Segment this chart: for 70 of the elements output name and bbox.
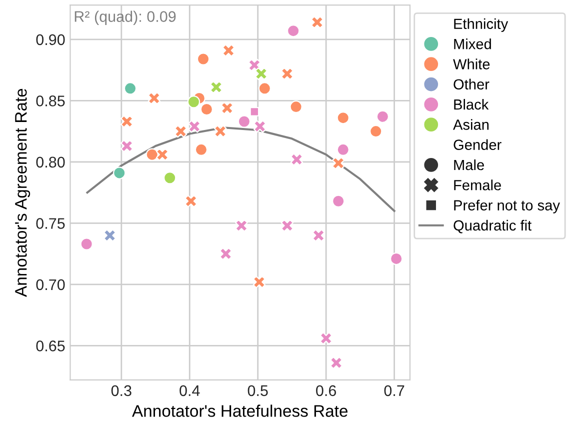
point <box>112 166 126 180</box>
point <box>390 252 403 266</box>
point <box>120 140 134 152</box>
point <box>174 124 188 138</box>
annotation: R² (quad): 0.09 <box>74 10 176 25</box>
point <box>290 153 304 166</box>
point <box>330 356 343 370</box>
point <box>222 44 235 57</box>
point <box>238 115 251 128</box>
point <box>252 276 266 288</box>
point <box>376 110 390 123</box>
legend-label: Other <box>454 78 490 90</box>
point <box>280 67 294 80</box>
point <box>320 332 332 345</box>
point <box>248 58 261 72</box>
y-tick-label: 0.70 <box>36 279 65 290</box>
point <box>286 24 300 38</box>
point <box>214 124 227 138</box>
x-tick-label: 0.3 <box>111 385 132 396</box>
point <box>146 148 158 161</box>
point <box>280 219 294 232</box>
point <box>336 143 350 156</box>
point <box>370 124 382 138</box>
point <box>148 92 161 105</box>
legend-label: Asian <box>453 119 489 130</box>
point <box>196 52 210 66</box>
y-tick-label: 0.80 <box>36 156 65 168</box>
point <box>312 229 325 242</box>
point <box>290 100 302 114</box>
y-tick-label: 0.75 <box>36 218 65 229</box>
point <box>220 102 234 114</box>
legend-label: Black <box>454 98 489 110</box>
point <box>184 194 198 208</box>
point <box>254 67 268 80</box>
point <box>332 156 345 170</box>
point <box>254 120 266 133</box>
point <box>200 102 214 116</box>
legend-title: Ethnicity <box>454 18 508 32</box>
point <box>187 96 200 108</box>
x-axis-title: Annotator's Hatefulness Rate <box>132 404 348 417</box>
x-tick-label: 0.4 <box>180 385 200 396</box>
y-tick-label: 0.85 <box>36 96 65 106</box>
y-axis-title: Annotator's Agreement Rate <box>15 88 30 297</box>
point <box>188 120 201 133</box>
point <box>80 238 93 250</box>
legend-label: Male <box>454 159 484 170</box>
y-tick-label: 0.90 <box>36 34 65 46</box>
x-tick-label: 0.7 <box>384 385 404 396</box>
point <box>120 115 134 128</box>
point <box>156 148 169 161</box>
point <box>219 247 232 260</box>
point <box>163 171 176 184</box>
point <box>194 143 208 156</box>
y-tick-label: 0.65 <box>36 340 65 352</box>
legend-label: Female <box>454 180 501 190</box>
x-tick-label: 0.5 <box>248 385 268 396</box>
point <box>124 82 137 95</box>
point <box>336 111 350 124</box>
legend-label: Mixed <box>454 38 491 50</box>
point <box>103 229 116 242</box>
point <box>250 107 260 116</box>
point <box>258 82 272 95</box>
point <box>332 194 345 208</box>
x-tick-label: 0.6 <box>316 385 336 396</box>
text: Gender <box>454 139 502 150</box>
point <box>210 80 223 94</box>
legend-label: Prefer not to say <box>454 200 560 214</box>
legend-label: White <box>453 58 490 70</box>
point <box>310 16 324 29</box>
legend-label: Quadratic fit <box>454 220 532 234</box>
